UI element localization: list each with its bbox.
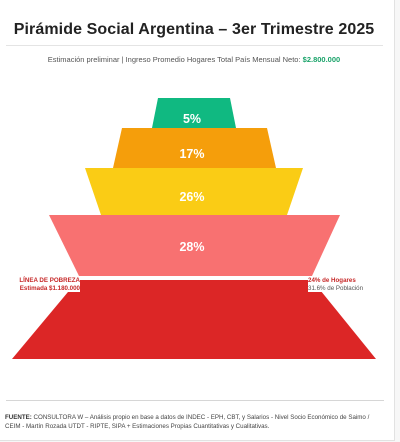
poverty-population-text: de Población: [327, 284, 364, 292]
title-divider: [6, 45, 383, 46]
subtitle-income-value: $2.800.000: [302, 55, 341, 64]
poverty-line-label: LÍNEA DE POBREZA Estimada $1.180.000: [6, 277, 80, 292]
page-title: Pirámide Social Argentina – 3er Trimestr…: [13, 21, 375, 38]
pyramid-level-3-label: 26%: [179, 190, 204, 204]
poverty-population-value: 31.6%: [308, 284, 326, 292]
poverty-line-estimate: Estimada $1.180.000: [19, 284, 80, 292]
poverty-households: 24% de Hogares: [308, 277, 356, 284]
poverty-stats: 24% de Hogares 31.6% de Población: [308, 277, 384, 292]
pyramid-level-2-label: 17%: [179, 147, 204, 161]
poverty-line-title: LÍNEA DE POBREZA: [19, 277, 80, 284]
pyramid-level-4: [49, 215, 340, 276]
source-note: FUENTE: CONSULTORA W – Análisis propio e…: [5, 414, 385, 431]
pyramid-level-1: [152, 98, 236, 128]
pyramid-level-4-label: 28%: [179, 240, 204, 254]
subtitle-text: Estimación preliminar | Ingreso Promedio…: [47, 55, 301, 64]
source-label: FUENTE:: [5, 414, 32, 421]
footer-divider: [6, 400, 384, 401]
pyramid-level-1-label: 5%: [183, 112, 201, 126]
pyramid-level-3: [85, 168, 303, 215]
pyramid-level-5: [12, 280, 376, 359]
poverty-population: 31.6% de Población: [308, 285, 384, 293]
pyramid-level-2: [113, 128, 276, 168]
source-text: CONSULTORA W – Análisis propio en base a…: [5, 414, 370, 430]
subtitle: Estimación preliminar | Ingreso Promedio…: [0, 55, 388, 64]
